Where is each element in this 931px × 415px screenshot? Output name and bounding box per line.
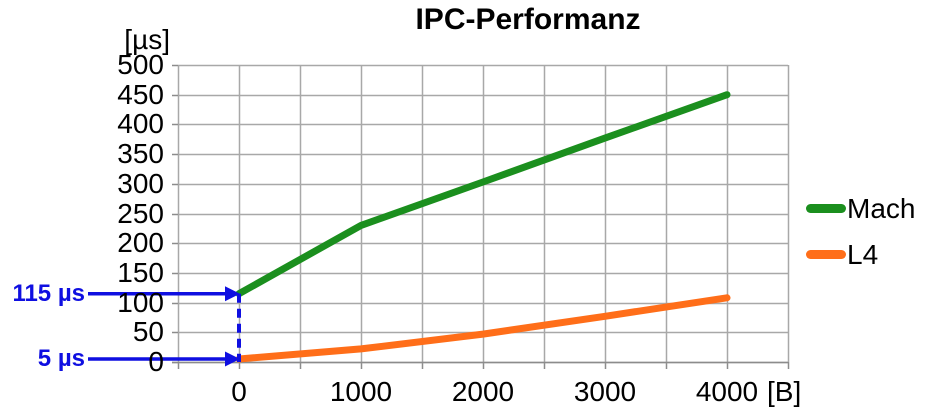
x-tick-label: 0	[231, 376, 247, 407]
chart-title: IPC-Performanz	[415, 3, 641, 36]
series-line-l4	[235, 294, 731, 363]
y-tick-label: 0	[148, 346, 164, 377]
legend-item-mach: Mach	[806, 192, 931, 225]
y-tick-label: 300	[117, 167, 164, 199]
x-tick-label: 4000	[695, 376, 759, 407]
x-tick-label: 2000	[451, 376, 515, 407]
y-tick-label: 150	[117, 256, 164, 288]
mach-line-swatch-icon	[806, 204, 846, 213]
legend-item-l4: L4	[806, 238, 931, 271]
y-tick-label: 400	[117, 108, 164, 140]
annotation-arrowhead-icon	[225, 286, 240, 302]
x-tick-label: 3000	[573, 376, 637, 407]
annotation-arrowhead-icon	[225, 351, 240, 367]
series-line-mach	[235, 91, 731, 298]
legend: Mach L4	[806, 192, 931, 271]
y-tick-label: 100	[117, 286, 164, 318]
x-axis-unit-label: [B]	[767, 376, 802, 407]
l4-line-swatch-icon	[806, 250, 846, 259]
y-axis-unit-label: [µs]	[124, 24, 170, 55]
x-tick-label: 1000	[329, 376, 393, 407]
y-tick-label: 500	[117, 49, 164, 80]
y-tick-label: 50	[132, 316, 164, 348]
y-tick-label: 250	[117, 197, 164, 229]
y-tick-label: 350	[117, 138, 164, 170]
legend-label-mach: Mach	[847, 193, 916, 224]
legend-label-l4: L4	[847, 239, 879, 270]
y-tick-label: 450	[117, 78, 164, 110]
y-tick-label: 200	[117, 227, 164, 259]
annotation-115us: 115 µs	[12, 279, 85, 307]
annotation-5us: 5 µs	[37, 345, 85, 373]
